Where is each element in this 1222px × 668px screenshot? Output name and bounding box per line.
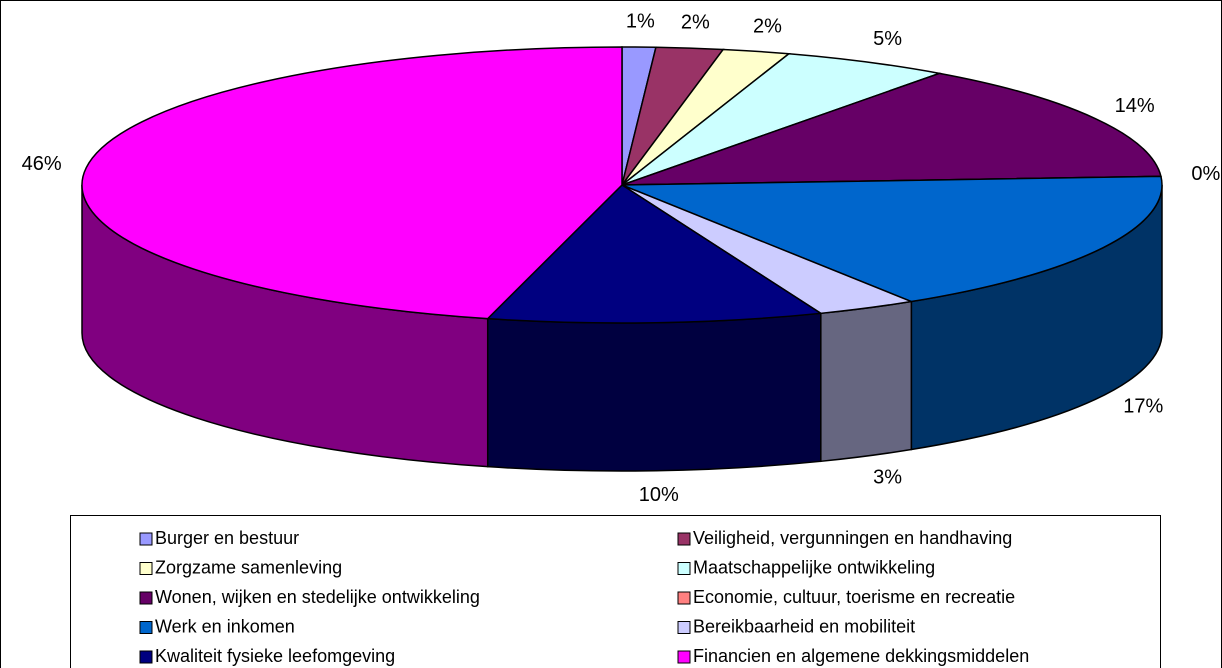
data-label: 14%	[1115, 95, 1155, 117]
data-label: 10%	[639, 484, 679, 506]
legend-swatch	[677, 621, 691, 634]
legend-label: Bereikbaarheid en mobiliteit	[693, 616, 915, 636]
data-label: 2%	[753, 15, 782, 37]
legend-label: Werk en inkomen	[155, 616, 295, 636]
legend-label: Burger en bestuur	[155, 528, 299, 548]
legend-label: Kwaliteit fysieke leefomgeving	[155, 646, 395, 666]
slice	[621, 52, 943, 186]
data-label: 5%	[873, 28, 902, 50]
legend-label: Maatschappelijke ontwikkeling	[693, 557, 935, 577]
legend-box	[70, 515, 1161, 668]
data-label: 2%	[681, 12, 710, 34]
slice-side	[486, 312, 822, 472]
legend-swatch	[139, 591, 153, 605]
legend-label: Financien en algemene dekkingsmiddelen	[693, 646, 1029, 666]
legend-swatch	[677, 650, 691, 664]
legend-swatch	[677, 591, 691, 605]
data-label: 0%	[1191, 163, 1220, 185]
slice	[486, 184, 823, 324]
legend-label: Zorgzame samenleving	[155, 557, 342, 577]
data-label: 46%	[22, 153, 62, 175]
data-label: 3%	[873, 467, 902, 489]
legend-swatch	[139, 532, 153, 546]
legend-swatch	[677, 562, 691, 575]
legend-swatch	[677, 532, 691, 546]
data-label: 17%	[1123, 395, 1163, 417]
slice	[621, 72, 1162, 186]
slice	[621, 175, 1163, 303]
legend-label: Veiligheid, vergunningen en handhaving	[693, 528, 1012, 548]
legend-label: Wonen, wijken en stedelijke ontwikkeling	[155, 587, 480, 607]
legend-swatch	[139, 650, 153, 664]
data-label: 1%	[626, 10, 655, 32]
legend-swatch	[139, 621, 153, 634]
legend-label: Economie, cultuur, toerisme en recreatie	[693, 587, 1015, 607]
slice	[81, 46, 623, 320]
legend-swatch	[139, 562, 153, 575]
slice-side	[820, 300, 913, 463]
